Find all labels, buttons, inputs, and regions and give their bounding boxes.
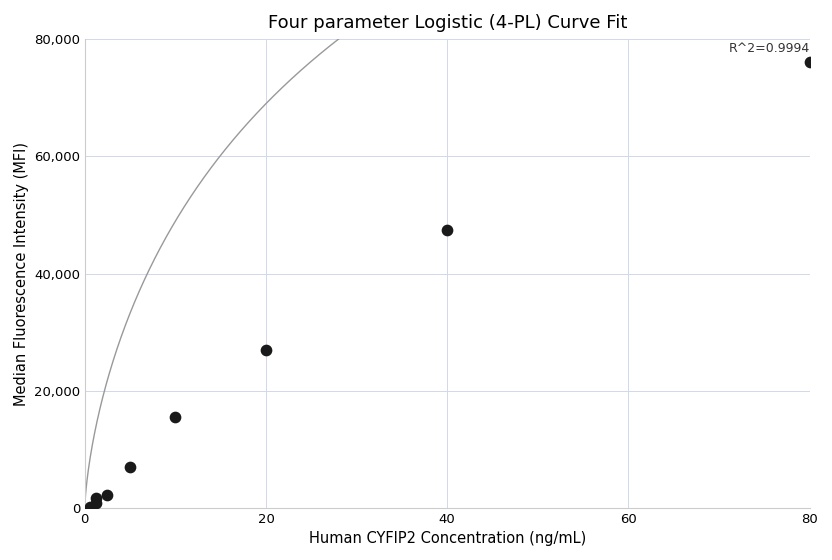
X-axis label: Human CYFIP2 Concentration (ng/mL): Human CYFIP2 Concentration (ng/mL) — [309, 531, 586, 546]
Title: Four parameter Logistic (4-PL) Curve Fit: Four parameter Logistic (4-PL) Curve Fit — [268, 14, 627, 32]
Point — [169, 413, 182, 422]
Text: R^2=0.9994: R^2=0.9994 — [729, 42, 810, 55]
Point — [89, 498, 102, 507]
Y-axis label: Median Fluorescence Intensity (MFI): Median Fluorescence Intensity (MFI) — [14, 142, 29, 405]
Point — [803, 58, 816, 67]
Point — [101, 491, 114, 500]
Point — [89, 493, 102, 502]
Point — [260, 346, 273, 354]
Point — [84, 502, 97, 511]
Point — [441, 225, 454, 234]
Point — [123, 463, 136, 472]
